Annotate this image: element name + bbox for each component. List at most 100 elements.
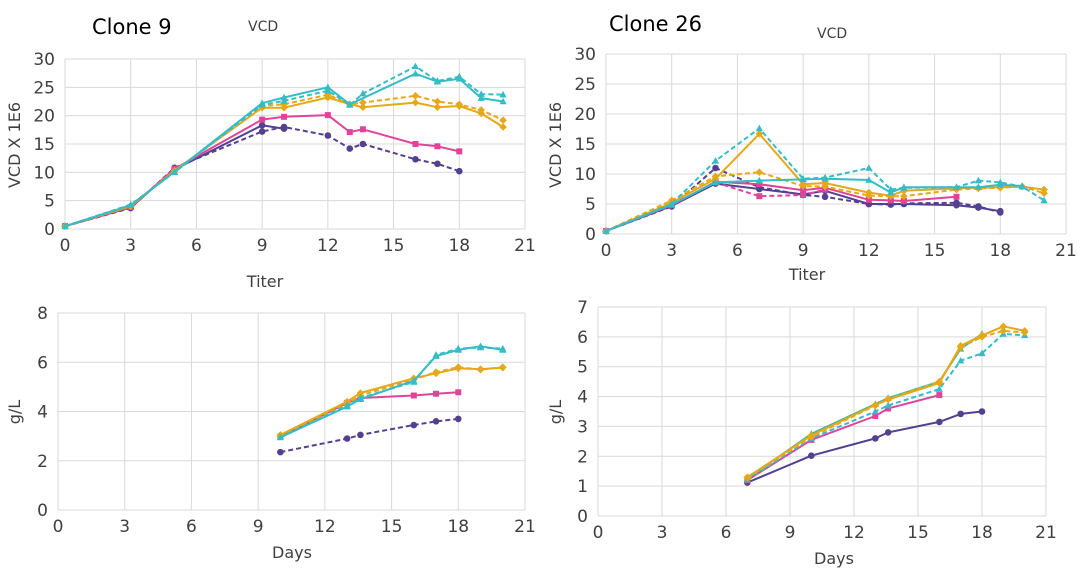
data-point [346, 101, 354, 108]
data-point [884, 395, 892, 403]
data-point [755, 130, 764, 138]
y-tick-label: 20 [33, 107, 55, 127]
data-point [343, 435, 351, 442]
data-point [477, 106, 485, 114]
chart-title: Clone 26 [609, 12, 702, 36]
y-axis-label: g/L [5, 400, 24, 425]
x-tick-label: 21 [1055, 241, 1077, 261]
y-tick-label: 25 [33, 78, 55, 98]
data-point [957, 356, 965, 364]
data-point [410, 421, 418, 429]
data-point [433, 390, 440, 397]
data-point [324, 86, 332, 94]
data-point [499, 90, 507, 98]
x-tick-label: 9 [257, 236, 268, 256]
series-line [280, 417, 459, 454]
y-tick-label: 20 [574, 105, 596, 125]
y-tick-label: 0 [585, 225, 596, 245]
y-tick-label: 1 [577, 477, 588, 497]
data-point [455, 72, 463, 80]
data-point [1020, 328, 1029, 337]
data-point [871, 401, 880, 410]
data-point [900, 198, 907, 204]
data-point [359, 103, 367, 111]
data-point [277, 448, 284, 456]
data-point [711, 172, 720, 181]
series-2 [743, 330, 1029, 483]
data-point [456, 148, 463, 155]
y-tick-label: 30 [33, 50, 55, 70]
x-tick-label: 9 [798, 241, 809, 261]
series-1 [744, 392, 943, 484]
y-tick-label: 2 [37, 452, 48, 472]
series-line [605, 171, 1045, 232]
data-point [324, 132, 332, 139]
data-point [887, 197, 894, 204]
data-point [884, 401, 892, 409]
data-point [756, 193, 763, 200]
data-point [359, 98, 367, 107]
series-1 [61, 122, 288, 230]
x-tick-label: 15 [383, 236, 405, 256]
series-line [746, 329, 1025, 479]
data-point [454, 415, 462, 423]
data-point [127, 200, 135, 208]
x-tick-label: 12 [317, 236, 339, 256]
x-tick-label: 21 [1035, 523, 1057, 543]
data-point [412, 141, 419, 147]
data-point [324, 112, 331, 119]
data-point [455, 167, 463, 175]
data-point [432, 351, 440, 358]
y-tick-label: 5 [577, 358, 588, 378]
x-tick-label: 18 [971, 523, 993, 543]
data-point [280, 97, 288, 104]
data-point [953, 193, 960, 200]
y-tick-label: 4 [37, 403, 48, 423]
data-point [865, 196, 872, 203]
data-point [499, 123, 507, 131]
y-tick-label: 2 [577, 447, 588, 467]
y-tick-label: 0 [577, 507, 588, 527]
x-axis-label: Titer [246, 272, 284, 291]
chart-panel-clone26-vcd: Clone 26 VCD VCD X 1E6 Titer 0 3 6 9 12 15 18 2… [546, 12, 1077, 284]
data-point [871, 407, 879, 415]
series-line [279, 391, 459, 438]
data-point [359, 140, 367, 148]
x-tick-label: 12 [858, 241, 880, 261]
data-point [936, 418, 943, 426]
x-tick-label: 18 [989, 241, 1011, 261]
x-tick-label: 21 [514, 236, 536, 256]
data-point [280, 125, 288, 132]
data-point [411, 62, 420, 70]
data-point [281, 113, 288, 120]
data-point [346, 129, 353, 136]
x-tick-label: 9 [253, 517, 264, 537]
x-tick-label: 0 [53, 517, 64, 537]
series-7 [602, 175, 1026, 234]
series-6 [61, 62, 507, 229]
data-point [455, 100, 464, 109]
data-point [900, 192, 908, 200]
y-tick-label: 10 [33, 163, 55, 183]
x-tick-label: 3 [125, 236, 136, 256]
x-tick-label: 15 [924, 241, 946, 261]
data-point [276, 433, 284, 441]
data-point [711, 157, 720, 164]
x-axis-label: Days [272, 543, 312, 562]
x-tick-label: 3 [119, 517, 130, 537]
y-tick-label: 4 [577, 388, 588, 408]
y-tick-label: 8 [37, 304, 48, 324]
x-tick-label: 0 [601, 241, 612, 261]
data-point [975, 204, 982, 211]
series-4 [743, 322, 1029, 481]
data-point [434, 160, 441, 168]
x-tick-label: 3 [666, 241, 677, 261]
chart-title: Clone 9 [92, 15, 172, 39]
series-line [605, 167, 1001, 232]
x-tick-label: 18 [448, 236, 470, 256]
data-point [411, 92, 420, 100]
data-point [821, 193, 829, 201]
data-point [499, 116, 507, 124]
